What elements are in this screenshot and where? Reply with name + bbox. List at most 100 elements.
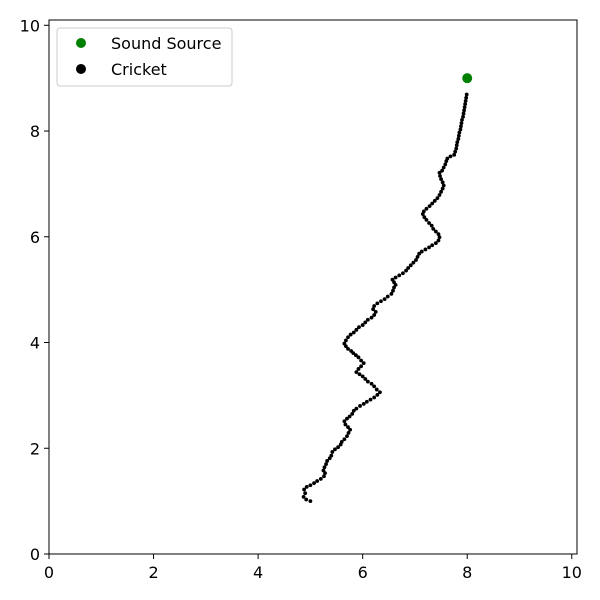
y-tick-label: 4: [30, 334, 40, 353]
cricket-point: [304, 497, 309, 502]
cricket-point: [422, 215, 427, 220]
cricket-point: [354, 327, 359, 332]
y-tick-label: 6: [30, 228, 40, 247]
x-tick-label: 10: [562, 563, 582, 582]
cricket-point: [437, 170, 442, 175]
cricket-point: [461, 114, 465, 119]
cricket-point: [321, 468, 326, 473]
cricket-point: [433, 229, 438, 234]
cricket-point: [358, 404, 362, 408]
cricket-point: [369, 315, 374, 320]
cricket-point: [303, 491, 308, 496]
cricket-point: [423, 247, 428, 252]
cricket-point: [439, 177, 443, 182]
cricket-point: [382, 297, 387, 302]
cricket-point: [304, 484, 309, 489]
cricket-point: [440, 186, 445, 191]
y-tick-label: 2: [30, 439, 40, 458]
cricket-point: [391, 288, 395, 293]
legend-box: [56, 27, 233, 87]
cricket-point: [353, 353, 358, 358]
cricket-point: [308, 499, 313, 504]
cricket-point: [432, 198, 437, 203]
cricket-point: [411, 260, 416, 265]
cricket-point: [322, 474, 326, 479]
cricket-point: [406, 266, 411, 270]
cricket-point: [408, 263, 413, 268]
cricket-point: [440, 180, 445, 185]
cricket-point: [325, 459, 330, 463]
cricket-point: [333, 447, 337, 452]
cricket-point: [360, 374, 365, 379]
x-tick-label: 4: [253, 563, 263, 582]
legend-label-sound-source: Sound Source: [111, 34, 221, 53]
legend-marker-cricket: [76, 64, 86, 74]
legend-label-cricket: Cricket: [111, 60, 167, 79]
y-tick-label: 0: [30, 545, 40, 564]
sound-source-point: [462, 73, 473, 84]
cricket-point: [462, 108, 466, 113]
cricket-point: [346, 431, 351, 435]
cricket-point: [330, 450, 335, 454]
cricket-point: [343, 422, 348, 427]
cricket-point: [459, 121, 464, 125]
cricket-point: [375, 301, 380, 306]
cricket-point: [361, 401, 366, 406]
cricket-point: [372, 304, 377, 308]
cricket-point: [453, 149, 458, 154]
cricket-point: [368, 397, 373, 402]
x-tick-label: 2: [148, 563, 158, 582]
cricket-point: [445, 156, 450, 161]
cricket-point: [436, 238, 441, 243]
cricket-point: [346, 425, 350, 430]
cricket-point: [315, 479, 320, 483]
cricket-point: [457, 130, 462, 135]
cricket-point: [429, 223, 434, 228]
cricket-point: [361, 361, 366, 366]
cricket-point: [342, 419, 347, 424]
cricket-point: [419, 249, 424, 254]
sound-source-layer: [462, 73, 473, 84]
cricket-point: [350, 411, 355, 416]
cricket-point: [372, 395, 377, 400]
x-tick-label: 8: [462, 563, 472, 582]
cricket-point: [401, 271, 405, 276]
cricket-point: [437, 193, 442, 197]
cricket-point: [427, 204, 432, 209]
cricket-point: [375, 392, 380, 397]
cricket-point: [360, 323, 365, 327]
cricket-point: [430, 201, 435, 206]
cricket-point: [363, 377, 368, 381]
cricket-point: [454, 146, 459, 151]
cricket-point: [397, 273, 402, 278]
cricket-point: [357, 325, 361, 330]
cricket-point: [460, 118, 464, 122]
plot-frame: [48, 19, 578, 555]
cricket-point: [427, 245, 431, 250]
cricket-point: [354, 370, 359, 375]
cricket-point: [349, 349, 354, 353]
cricket-point: [372, 313, 377, 317]
cricket-point: [439, 189, 443, 194]
cricket-point: [433, 241, 438, 246]
cricket-point: [301, 494, 306, 499]
cricket-point: [372, 384, 377, 389]
cricket-point: [302, 487, 307, 492]
cricket-point: [379, 299, 383, 304]
cricket-point: [351, 330, 356, 335]
cricket-point: [365, 379, 370, 384]
cricket-point: [390, 277, 395, 282]
cricket-point: [312, 481, 316, 486]
x-tick-label: 0: [44, 563, 54, 582]
cricket-point: [462, 105, 467, 110]
legend: Sound Source Cricket: [56, 27, 233, 87]
y-tick-label: 10: [20, 16, 40, 35]
cricket-point: [374, 387, 379, 392]
cricket-point: [363, 320, 368, 325]
cricket-point: [456, 137, 461, 141]
cricket-point: [431, 226, 436, 231]
cricket-point: [348, 427, 353, 432]
cricket-point: [443, 162, 448, 167]
cricket-point: [430, 243, 435, 248]
